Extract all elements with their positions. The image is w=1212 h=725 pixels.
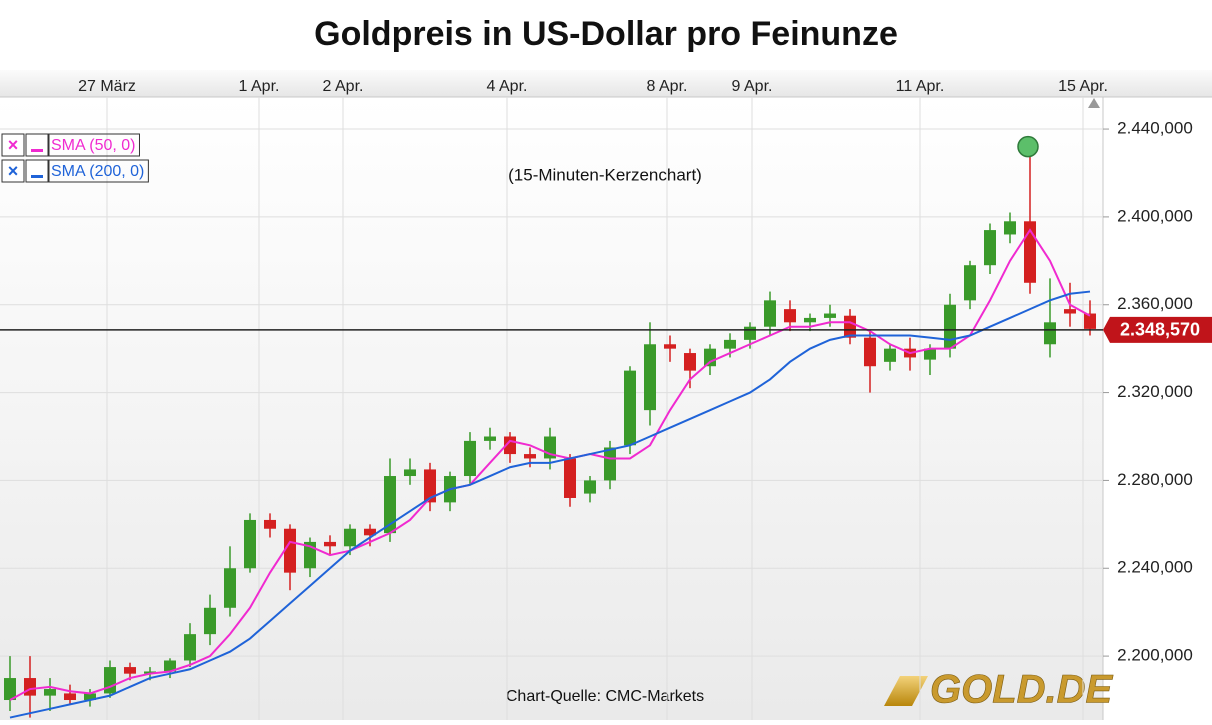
- candle-body: [64, 693, 76, 701]
- x-tick-label: 15 Apr.: [1058, 78, 1108, 95]
- x-axis-strip: [0, 70, 1212, 97]
- candle-body: [644, 344, 656, 411]
- candle-body: [1004, 221, 1016, 235]
- candle-body: [384, 476, 396, 534]
- candle-body: [564, 458, 576, 498]
- last-price-label: 2.348,570: [1120, 320, 1200, 340]
- scroll-button[interactable]: [1088, 98, 1100, 108]
- legend-label-box: [48, 159, 149, 183]
- legend-style-button[interactable]: [25, 133, 49, 157]
- candle-body: [244, 519, 256, 569]
- candle-body: [744, 326, 756, 340]
- candle-body: [1064, 309, 1076, 314]
- candle-body: [724, 339, 736, 349]
- source-note: Chart-Quelle: CMC-Markets: [506, 688, 704, 705]
- candle-body: [804, 317, 816, 323]
- x-tick-label: 11 Apr.: [896, 78, 945, 95]
- legend-item: × SMA (50, 0): [1, 133, 140, 157]
- candle-body: [204, 607, 216, 635]
- candle-body: [864, 337, 876, 367]
- candle-body: [664, 344, 676, 349]
- y-tick-label: 2.320,000: [1117, 382, 1193, 401]
- candle-body: [884, 348, 896, 362]
- candle-body: [464, 440, 476, 477]
- y-tick-label: 2.280,000: [1117, 470, 1193, 489]
- plot-area: [0, 97, 1103, 720]
- legend-remove-icon: ×: [8, 135, 19, 155]
- candle-body: [844, 315, 856, 338]
- legend-style-icon: [31, 175, 43, 178]
- candle-body: [624, 370, 636, 446]
- y-tick-label: 2.400,000: [1117, 206, 1193, 225]
- legend-remove-icon: ×: [8, 161, 19, 181]
- y-tick-label: 2.440,000: [1117, 119, 1193, 138]
- logo-icon: [884, 676, 928, 706]
- legend-style-button[interactable]: [25, 159, 49, 183]
- candle-body: [324, 541, 336, 547]
- candle-body: [924, 348, 936, 360]
- candle-body: [144, 671, 156, 674]
- y-tick-label: 2.360,000: [1117, 294, 1193, 313]
- x-tick-label: 9 Apr.: [732, 78, 773, 95]
- candle-body: [944, 304, 956, 349]
- candle-body: [164, 660, 176, 672]
- candle-body: [344, 528, 356, 547]
- candle-body: [784, 309, 796, 323]
- sma-line: [9, 290, 1091, 719]
- sma-line: [9, 228, 1091, 701]
- last-price-box: [1103, 316, 1212, 343]
- candle-body: [824, 313, 836, 318]
- x-tick-label: 4 Apr.: [487, 78, 528, 95]
- candle-body: [184, 634, 196, 661]
- logo-text: GOLD.DE: [930, 668, 1114, 712]
- candle-body: [764, 300, 776, 327]
- candle-body: [704, 348, 716, 367]
- y-tick-label: 2.200,000: [1117, 646, 1193, 665]
- candle-body: [1044, 322, 1056, 345]
- candle-body: [264, 519, 276, 529]
- legend-style-icon: [31, 149, 43, 152]
- x-tick-label: 2 Apr.: [323, 78, 364, 95]
- candle-body: [364, 528, 376, 536]
- chart-title: Goldpreis in US-Dollar pro Feinunze: [314, 15, 898, 53]
- highlight-marker: [1017, 135, 1039, 158]
- candle-body: [124, 667, 136, 674]
- legend-label: SMA (50, 0): [51, 137, 135, 154]
- candle-body: [1084, 313, 1096, 329]
- candle-body: [524, 454, 536, 459]
- candle-body: [224, 568, 236, 608]
- candle-body: [684, 353, 696, 371]
- candle-body: [984, 230, 996, 266]
- candle-body: [584, 480, 596, 494]
- candle-body: [964, 265, 976, 301]
- y-tick-label: 2.240,000: [1117, 558, 1193, 577]
- legend-item: × SMA (200, 0): [1, 159, 149, 183]
- legend-label: SMA (200, 0): [51, 163, 144, 180]
- candle-body: [404, 469, 416, 477]
- legend-label-box: [48, 133, 140, 157]
- candle-body: [84, 693, 96, 701]
- candle-body: [604, 447, 616, 481]
- candle-body: [284, 528, 296, 573]
- candle-body: [424, 469, 436, 503]
- candle-body: [484, 436, 496, 441]
- candle-body: [24, 678, 36, 696]
- x-tick-label: 8 Apr.: [647, 78, 688, 95]
- x-tick-label: 1 Apr.: [239, 78, 280, 95]
- subtitle: (15-Minuten-Kerzenchart): [508, 165, 702, 184]
- legend-remove-button[interactable]: [1, 159, 25, 183]
- candle-body: [104, 667, 116, 694]
- candle-body: [44, 689, 56, 696]
- candle-body: [4, 678, 16, 701]
- x-tick-label: 27 März: [78, 78, 136, 95]
- candle-body: [1024, 221, 1036, 283]
- legend-remove-button[interactable]: [1, 133, 25, 157]
